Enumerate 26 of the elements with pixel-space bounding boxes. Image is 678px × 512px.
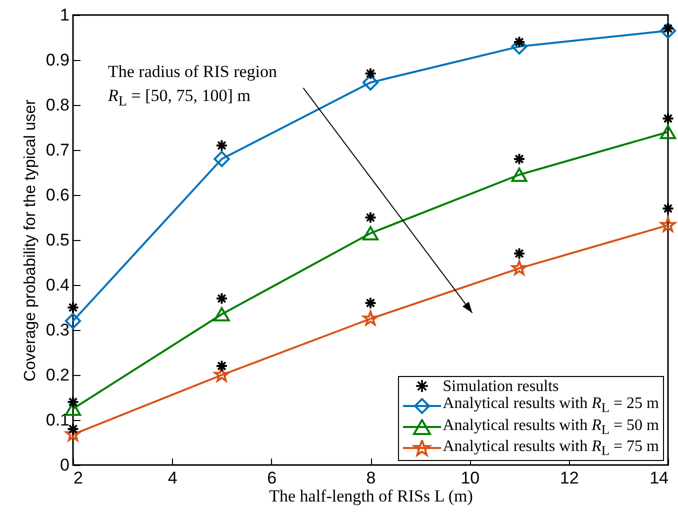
x-tick-label: 10 [460, 468, 480, 488]
y-tick-label: 0.4 [46, 276, 70, 294]
annotation: The radius of RIS region [108, 62, 278, 82]
y-tick-label: 0.6 [46, 186, 70, 204]
x-tick-label: 8 [366, 468, 376, 488]
y-tick-label: 0 [60, 456, 70, 474]
y-axis-title: Coverage probability for the typical user [22, 98, 39, 382]
y-tick-label: 1 [60, 6, 70, 24]
y-tick-label: 0.9 [46, 50, 70, 70]
legend-label: Analytical results with R$_{L}$ = 25 m [442, 395, 659, 417]
x-axis-title: The half-length of RISs L (m) [269, 486, 473, 506]
y-tick-label: 0.5 [46, 230, 70, 250]
x-tick-label: 12 [560, 468, 579, 488]
x-tick-label: 2 [74, 468, 83, 488]
legend-label: Analytical results with R$_{L}$ = 75 m [442, 438, 659, 459]
y-tick-label: 0.7 [46, 140, 70, 160]
y-tick-label: 0.8 [46, 96, 70, 114]
legend-label: Simulation results [442, 378, 559, 396]
y-tick-label: 0.2 [46, 366, 70, 384]
y-tick-label: 0.3 [46, 320, 70, 340]
annotation: R$_{L}$ = [50, 75, 100] m [108, 86, 250, 110]
x-tick-label: 14 [650, 468, 668, 488]
y-tick-label: 0.1 [46, 410, 70, 430]
x-tick-label: 4 [168, 468, 178, 488]
legend-label: Analytical results with R$_{L}$ = 50 m [442, 416, 659, 438]
x-tick-label: 6 [267, 468, 277, 488]
